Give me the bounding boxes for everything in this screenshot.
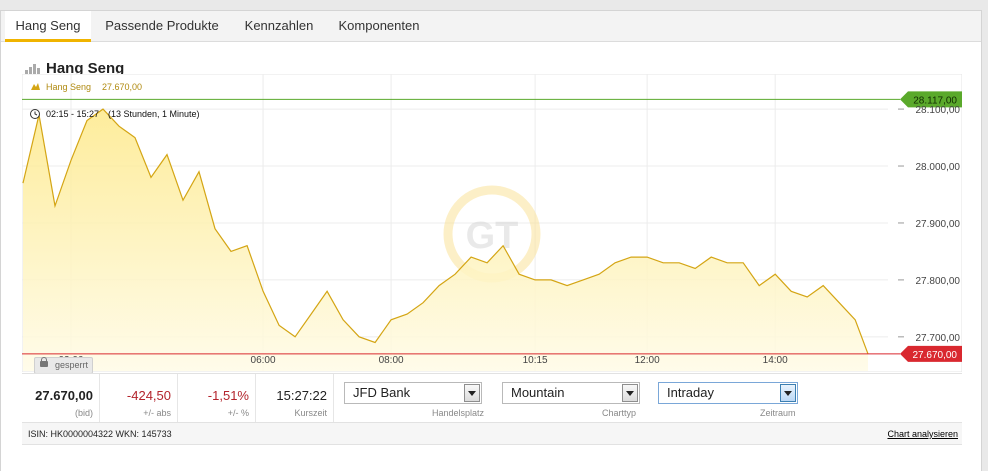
y-tick-label: 27.900,00 (916, 219, 961, 230)
charttyp-select[interactable]: Mountain (502, 382, 640, 404)
isin-wkn: ISIN: HK0000004322 WKN: 145733 (28, 429, 172, 439)
price-cell: 27.670,00 (bid) (22, 374, 100, 422)
analyze-chart-link[interactable]: Chart analysieren (887, 429, 958, 439)
high-badge (900, 91, 962, 108)
chart-legend: Hang Seng 27.670,00 02:15 - 15:27 (13 St… (30, 82, 200, 119)
price-label: (bid) (74, 408, 93, 418)
locked-badge: gesperrt (34, 357, 94, 374)
section-title: Hang Seng (46, 60, 125, 77)
time-cell: 15:27:22 Kurszeit (256, 374, 334, 422)
time-label: Kurszeit (294, 408, 327, 418)
charttyp-label: Charttyp (602, 408, 637, 418)
time-range: 02:15 - 15:27 (46, 109, 99, 119)
pct-change-value: -1,51% (207, 388, 249, 403)
tab-bar: Hang Seng Passende Produkte Kennzahlen K… (1, 11, 981, 42)
tab-hang-seng[interactable]: Hang Seng (5, 11, 91, 42)
handelsplatz-select[interactable]: JFD Bank (344, 382, 482, 404)
x-tick-label: 12:00 (635, 355, 660, 366)
tab-kennzahlen[interactable]: Kennzahlen (244, 18, 314, 33)
chevron-down-icon[interactable] (780, 384, 796, 402)
x-tick-label: 14:00 (763, 355, 788, 366)
watermark-text: GT (466, 215, 519, 257)
abs-change-cell: -424,50 +/- abs (100, 374, 178, 422)
tab-passende-produkte[interactable]: Passende Produkte (105, 18, 219, 33)
abs-change-value: -424,50 (126, 388, 171, 403)
chevron-down-icon[interactable] (464, 384, 480, 402)
price-line (22, 108, 869, 355)
time-value: 15:27:22 (276, 388, 327, 403)
handelsplatz-label: Handelsplatz (432, 408, 485, 418)
handelsplatz-value: JFD Bank (353, 385, 411, 400)
chart-footer: ISIN: HK0000004322 WKN: 145733 Chart ana… (22, 423, 962, 445)
x-tick-label: 10:15 (523, 355, 548, 366)
legend-value: 27.670,00 (102, 82, 142, 92)
pct-change-label: +/- % (227, 408, 249, 418)
zeitraum-label: Zeitraum (760, 408, 796, 418)
mountain-icon (31, 83, 40, 90)
x-tick-label: 08:00 (379, 355, 404, 366)
tab-komponenten[interactable]: Komponenten (338, 18, 420, 33)
y-tick-label: 27.800,00 (916, 276, 961, 287)
current-badge-label: 27.670,00 (913, 350, 958, 361)
charttyp-value: Mountain (511, 385, 565, 400)
high-badge-label: 28.117,00 (913, 95, 957, 106)
lock-icon (40, 357, 48, 367)
mountain-area (23, 109, 868, 371)
zeitraum-value: Intraday (667, 385, 714, 400)
locked-label: gesperrt (55, 360, 89, 370)
y-tick-label: 28.000,00 (916, 162, 961, 173)
quote-toolbar: 27.670,00 (bid) -424,50 +/- abs -1,51% +… (22, 373, 962, 423)
chart-svg: GT 28.117,00 27.670,00 27.700,00 27.800,00… (21, 73, 963, 373)
x-tick-label: 06:00 (251, 355, 276, 366)
current-badge (900, 345, 962, 362)
zeitraum-select[interactable]: Intraday (658, 382, 798, 404)
chevron-down-icon[interactable] (622, 384, 638, 402)
chart-area: GT 28.117,00 27.670,00 27.700,00 27.800,00… (21, 73, 963, 373)
bar-chart-icon (25, 64, 40, 75)
y-tick-label: 27.700,00 (916, 333, 961, 344)
y-tick-label: 28.100,00 (916, 105, 961, 116)
abs-change-label: +/- abs (143, 408, 171, 418)
pct-change-cell: -1,51% +/- % (178, 374, 256, 422)
legend-series: Hang Seng (46, 82, 91, 92)
duration: (13 Stunden, 1 Minute) (108, 109, 200, 119)
price-value: 27.670,00 (35, 388, 93, 403)
